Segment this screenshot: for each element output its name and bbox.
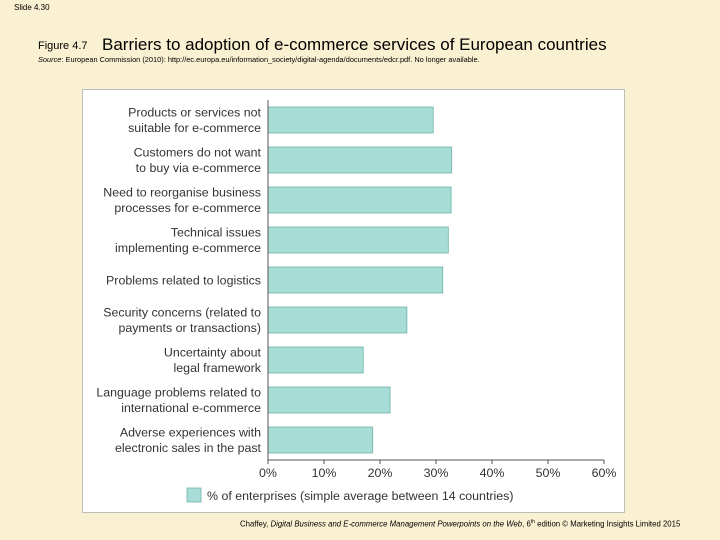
source-text: : European Commission (2010): http://ec.… (61, 55, 480, 64)
category-label: Technical issues implementing e-commerce (115, 226, 261, 256)
category-label: Problems related to logistics (106, 273, 261, 287)
category-label: Adverse experiences with electronic sales… (115, 426, 262, 456)
figure-label: Figure 4.7 (38, 40, 88, 52)
x-tick-label: 30% (424, 466, 449, 480)
x-tick-label: 40% (480, 466, 505, 480)
bar (267, 266, 444, 294)
footer-edition-post: edition © Marketing Insights Limited 201… (534, 519, 681, 529)
x-tick-label: 50% (536, 466, 561, 480)
x-tick-label: 20% (368, 466, 393, 480)
bar (267, 186, 452, 214)
footer-credit: Chaffey, Digital Business and E-commerce… (240, 519, 680, 529)
bar (267, 306, 408, 334)
bar (267, 106, 434, 134)
category-label: Uncertainty about legal framework (164, 346, 262, 376)
category-label: Products or services not suitable for e-c… (128, 106, 261, 136)
legend-swatch (186, 487, 202, 503)
x-tick-label: 10% (312, 466, 337, 480)
source-label: Source (38, 55, 62, 64)
bar (267, 346, 364, 374)
x-tick-label: 60% (592, 466, 617, 480)
category-label: Security concerns (related to payments or… (103, 306, 261, 336)
bar (267, 426, 374, 454)
category-label: Language problems related to internationa… (96, 386, 261, 416)
bar (267, 386, 391, 414)
footer-book-title: Digital Business and E-commerce Manageme… (270, 519, 523, 529)
bar-chart: Products or services not suitable for e-c… (96, 100, 617, 503)
legend-label: % of enterprises (simple average between… (207, 489, 513, 503)
source-citation: Source: European Commission (2010): http… (38, 55, 480, 64)
category-label: Need to reorganise business processes for… (103, 186, 261, 216)
figure-title: Barriers to adoption of e‑commerce servi… (102, 35, 607, 54)
slide-number: Slide 4.30 (14, 3, 50, 12)
footer-author: Chaffey, (240, 519, 271, 529)
footer-edition-pre: , 6 (522, 519, 531, 529)
footer-edition-sup: th (530, 519, 535, 525)
x-tick-label: 0% (259, 466, 277, 480)
category-label: Customers do not want to buy via e-commer… (134, 146, 262, 176)
chart-panel: Products or services not suitable for e-c… (82, 89, 625, 513)
bar (267, 226, 449, 254)
bar (267, 146, 453, 174)
